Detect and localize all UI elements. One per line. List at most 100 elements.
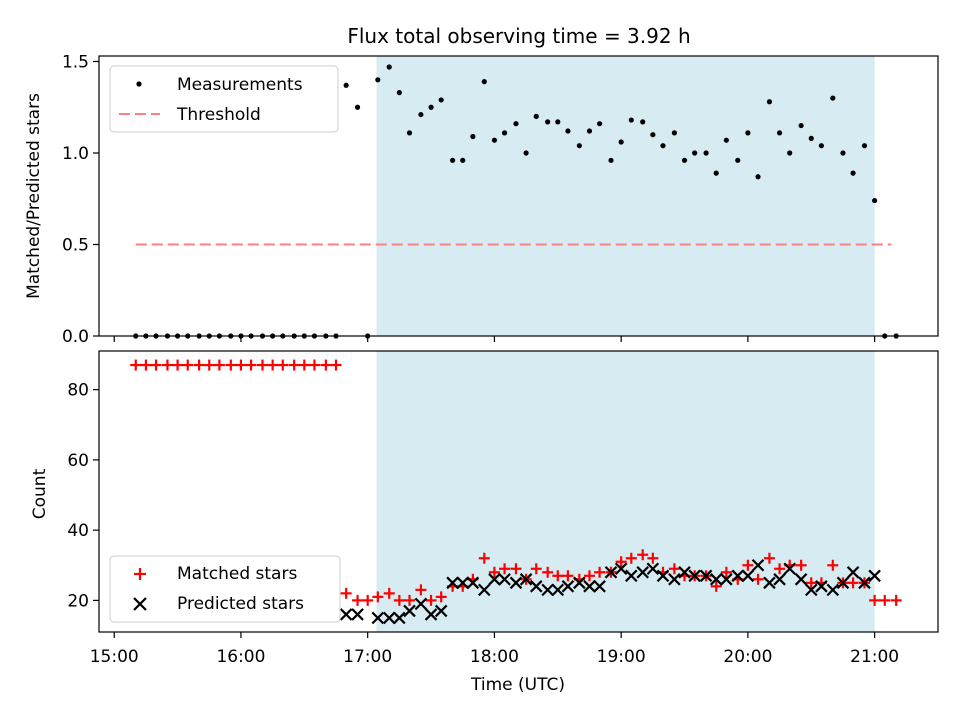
matched-star-point — [869, 594, 881, 606]
matched-star-point — [499, 563, 511, 575]
measurement-point — [597, 121, 603, 127]
matched-star-point — [235, 359, 247, 371]
matched-star-point — [774, 563, 786, 575]
count-legend: Matched stars Predicted stars — [109, 555, 341, 623]
predicted-star-point — [656, 569, 670, 583]
measurement-point — [481, 79, 487, 85]
measurement-point — [692, 150, 698, 156]
measurement-point — [428, 104, 434, 110]
count-xtick-label: 15:00 — [90, 647, 139, 667]
ratio-ytick-label: 0.5 — [62, 235, 89, 255]
count-ytick-label: 60 — [67, 451, 89, 471]
count-ytick-label: 20 — [67, 591, 89, 611]
matched-star-point — [847, 577, 859, 589]
matched-star-point — [647, 552, 659, 564]
count-xtick-label: 21:00 — [850, 647, 899, 667]
predicted-star-point — [836, 576, 850, 590]
predicted-star-point — [551, 583, 565, 597]
matched-star-point — [161, 359, 173, 371]
matched-star-point — [720, 566, 732, 578]
predicted-star-point — [826, 583, 840, 597]
predicted-star-point — [741, 569, 755, 583]
predicted-star-point — [604, 566, 618, 579]
predicted-star-point — [414, 597, 428, 611]
predicted-star-point — [773, 573, 786, 586]
predicted-star-point — [763, 576, 776, 590]
matched-star-point — [478, 552, 490, 564]
matched-star-point — [615, 556, 627, 568]
legend-measurements-marker — [136, 81, 142, 87]
matched-star-point — [763, 552, 775, 564]
matched-star-point — [637, 549, 649, 561]
predicted-star-point — [488, 573, 501, 586]
ratio-legend: Measurements Threshold — [109, 65, 339, 133]
measurement-point — [640, 119, 646, 125]
measurement-point — [766, 99, 773, 105]
predicted-star-point — [456, 576, 470, 590]
measurement-point — [671, 130, 677, 136]
predicted-star-point — [858, 576, 871, 590]
matched-star-point — [805, 577, 817, 589]
count-xtick-label: 18:00 — [470, 647, 519, 667]
matched-star-point — [488, 566, 500, 578]
measurement-point — [628, 117, 634, 123]
measurement-point — [565, 128, 571, 134]
matched-star-point — [298, 359, 310, 371]
matched-star-point — [404, 594, 416, 606]
matched-star-point — [879, 594, 891, 606]
predicted-star-point — [794, 573, 808, 586]
matched-star-point — [288, 359, 300, 371]
matched-star-point — [320, 359, 332, 371]
measurement-point — [776, 130, 783, 136]
ratio-panel-frame — [98, 55, 939, 337]
predicted-star-point — [561, 580, 575, 593]
matched-star-point — [150, 359, 162, 371]
matched-star-point — [256, 359, 268, 371]
predicted-star-point — [351, 608, 364, 621]
observing-span — [376, 351, 875, 632]
measurement-point — [787, 150, 793, 156]
matched-star-point — [172, 359, 184, 371]
predicted-star-point — [751, 558, 765, 572]
ratio-ytick-label: 0.0 — [62, 327, 89, 347]
predicted-star-point — [646, 562, 660, 576]
predicted-star-point — [678, 566, 691, 579]
predicted-star-point — [382, 611, 396, 625]
predicted-star-point — [393, 611, 406, 625]
matched-star-point — [372, 591, 384, 603]
measurement-point — [872, 197, 878, 204]
chart-title: Flux total observing time = 3.92 h — [347, 24, 690, 48]
matched-star-point — [245, 359, 257, 371]
measurement-point — [406, 130, 413, 136]
measurement-point — [396, 90, 402, 96]
count-xtick-label: 20:00 — [723, 647, 772, 667]
measurement-point — [460, 157, 466, 163]
measurement-point — [545, 119, 551, 125]
predicted-star-point — [699, 569, 713, 583]
count-xtick-label: 16:00 — [216, 647, 265, 667]
predicted-star-point — [446, 576, 459, 590]
count-panel: 15:00 16:00 17:00 18:00 19:00 20:00 21:00 20 40… — [30, 350, 939, 695]
matched-star-point — [277, 359, 289, 371]
predicted-star-point — [509, 576, 523, 590]
ratio-ytick-label: 1.5 — [62, 52, 89, 72]
measurement-point — [386, 64, 392, 70]
matched-star-point — [362, 594, 374, 606]
predicted-star-point — [783, 562, 796, 576]
measurement-point — [660, 143, 666, 149]
matched-star-point — [435, 591, 447, 603]
measurement-point — [755, 174, 761, 180]
predicted-star-point — [625, 569, 638, 583]
measurement-point — [608, 157, 614, 163]
count-ylabel: Count — [30, 468, 50, 519]
measurement-point — [438, 97, 444, 103]
predicted-star-point — [573, 576, 586, 590]
predicted-star-point — [434, 604, 448, 618]
measurement-point — [523, 150, 529, 156]
measurement-point — [735, 157, 741, 163]
measurement-point — [343, 82, 349, 88]
matched-star-point — [267, 359, 279, 371]
predicted-star-point — [804, 583, 818, 597]
matched-star-point — [340, 587, 352, 599]
